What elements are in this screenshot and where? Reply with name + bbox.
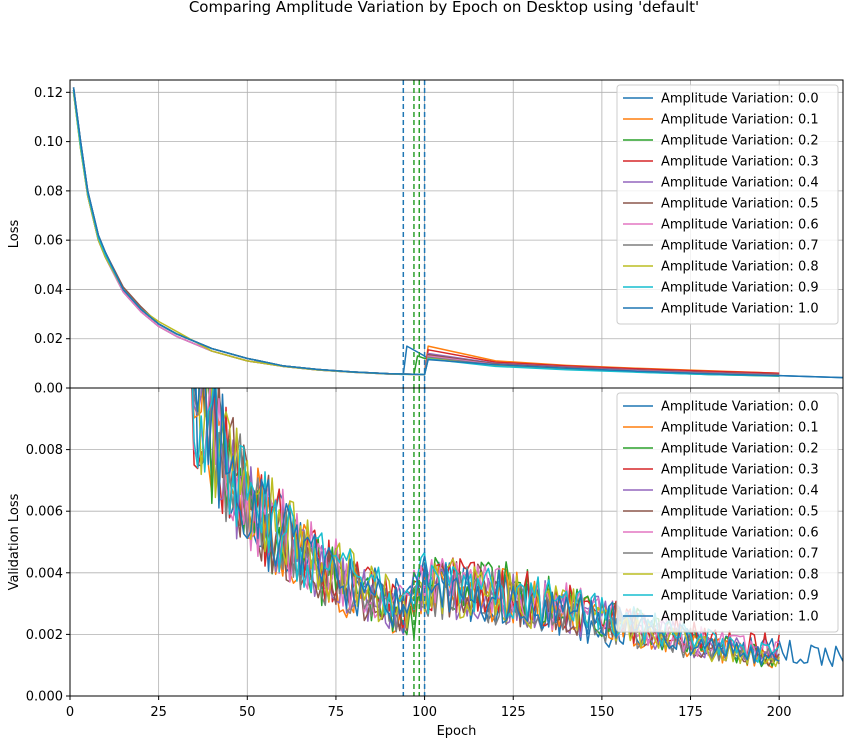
x-tick-label: 25 — [150, 705, 167, 720]
x-tick-label: 175 — [678, 705, 703, 720]
legend-entry: Amplitude Variation: 1.0 — [661, 302, 819, 317]
x-tick-label: 0 — [66, 705, 74, 720]
x-tick-label: 50 — [239, 705, 256, 720]
legend-entry: Amplitude Variation: 0.3 — [661, 463, 819, 478]
legend-entry: Amplitude Variation: 0.3 — [661, 155, 819, 170]
x-tick-label: 125 — [501, 705, 526, 720]
legend-entry: Amplitude Variation: 0.9 — [661, 281, 819, 296]
legend-entry: Amplitude Variation: 0.2 — [661, 442, 819, 457]
y-tick-label: 0.04 — [34, 283, 63, 298]
legend-entry: Amplitude Variation: 0.8 — [661, 568, 819, 583]
chart-title: Comparing Amplitude Variation by Epoch o… — [189, 0, 699, 16]
legend-entry: Amplitude Variation: 0.5 — [661, 505, 819, 520]
y-tick-label: 0.06 — [34, 234, 63, 249]
legend-entry: Amplitude Variation: 0.0 — [661, 400, 819, 415]
x-tick-label: 75 — [328, 705, 345, 720]
legend-entry: Amplitude Variation: 0.1 — [661, 421, 819, 436]
axes-frame — [69, 387, 844, 697]
y-axis-label: Loss — [7, 220, 22, 249]
y-tick-label: 0.00 — [34, 382, 63, 397]
y-tick-label: 0.10 — [34, 135, 63, 150]
legend-entry: Amplitude Variation: 0.1 — [661, 113, 819, 128]
x-tick-label: 150 — [589, 705, 614, 720]
legend-entry: Amplitude Variation: 1.0 — [661, 610, 819, 625]
y-axis-label: Validation Loss — [7, 493, 22, 590]
legend-entry: Amplitude Variation: 0.9 — [661, 589, 819, 604]
legend-entry: Amplitude Variation: 0.7 — [661, 547, 819, 562]
legend-entry: Amplitude Variation: 0.6 — [661, 526, 819, 541]
legend: Amplitude Variation: 0.0 Amplitude Variat… — [616, 392, 839, 633]
y-tick-label: 0.02 — [34, 332, 63, 347]
y-tick-label: 0.004 — [26, 566, 63, 581]
series-line-10 — [72, 87, 843, 379]
legend-entry: Amplitude Variation: 0.5 — [661, 197, 819, 212]
x-tick-label: 200 — [767, 705, 792, 720]
legend-entry: Amplitude Variation: 0.0 — [661, 92, 819, 107]
loss-panel: 0.00 0.02 0.04 0.06 0.08 0.10 0.12 Loss Amplitud… — [7, 79, 844, 397]
legend-entry: Amplitude Variation: 0.8 — [661, 260, 819, 275]
x-axis-label: Epoch — [437, 724, 477, 739]
x-tick-label: 100 — [412, 705, 437, 720]
y-tick-label: 0.006 — [26, 505, 63, 520]
y-tick-label: 0.08 — [34, 184, 63, 199]
legend-entry: Amplitude Variation: 0.7 — [661, 239, 819, 254]
validation-loss-panel: 0.000 0.002 0.004 0.006 0.008 0 25 50 75 100 125 15… — [7, 387, 844, 739]
legend-entry: Amplitude Variation: 0.4 — [661, 176, 819, 191]
series-line-7 — [192, 388, 780, 665]
series-line-5 — [203, 388, 780, 667]
y-tick-label: 0.002 — [26, 628, 63, 643]
legend-entry: Amplitude Variation: 0.4 — [661, 484, 819, 499]
y-tick-label: 0.12 — [34, 86, 63, 101]
legend: Amplitude Variation: 0.0 Amplitude Variat… — [616, 84, 839, 325]
y-tick-label: 0.008 — [26, 443, 63, 458]
legend-entry: Amplitude Variation: 0.2 — [661, 134, 819, 149]
series-group — [72, 87, 843, 379]
y-tick-label: 0.000 — [26, 690, 63, 705]
legend-entry: Amplitude Variation: 0.6 — [661, 218, 819, 233]
